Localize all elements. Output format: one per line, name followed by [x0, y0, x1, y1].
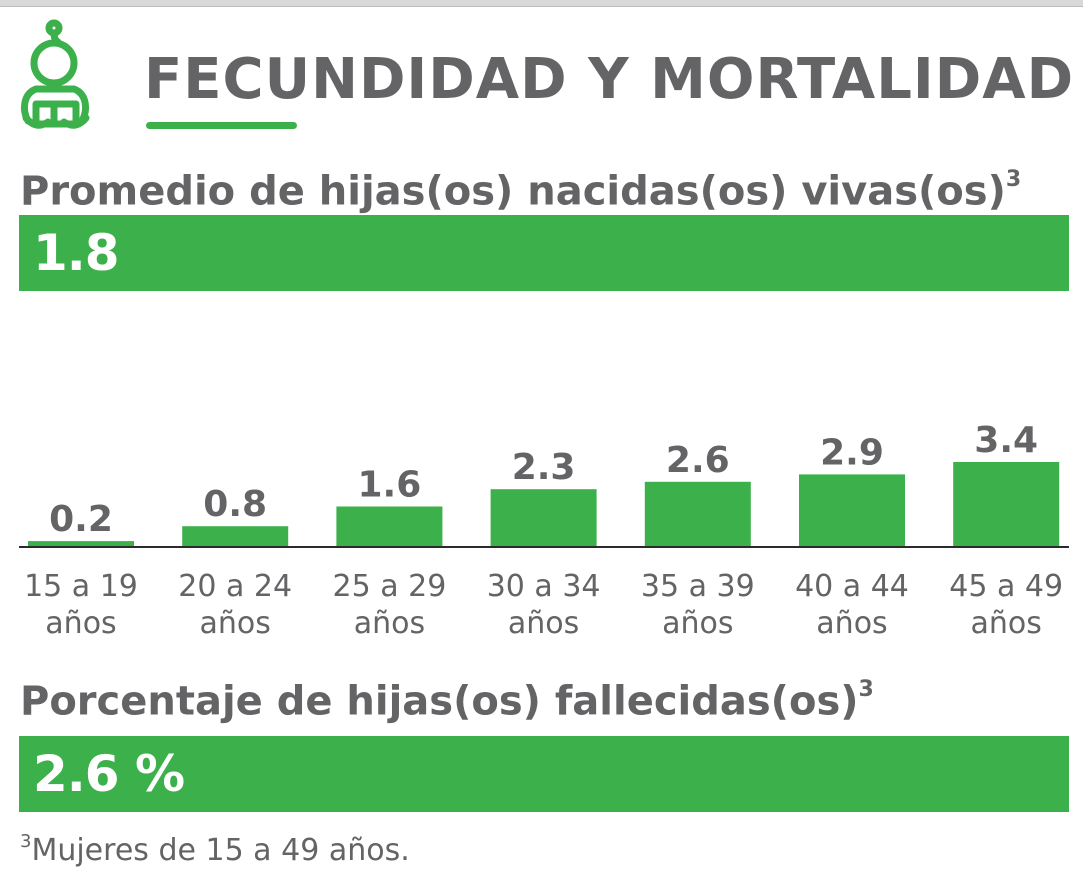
section-title-births: Promedio de hijas(os) nacidas(os) vivas(…: [20, 158, 1021, 217]
footnote-text: Mujeres de 15 a 49 años.: [31, 833, 410, 868]
category-label-3-line-1: años: [508, 606, 579, 641]
deceased-percentage-value: 2.6 %: [33, 745, 185, 803]
category-label-4-line-1: años: [662, 606, 733, 641]
category-label-5-line-1: años: [816, 606, 887, 641]
footnote: 3Mujeres de 15 a 49 años.: [20, 824, 410, 871]
section-title-deceased-text: Porcentaje de hijas(os) fallecidas(os): [20, 678, 859, 725]
top-border: [0, 0, 1083, 7]
bar-value-label-0: 0.2: [49, 499, 113, 540]
bar-value-label-3: 2.3: [512, 447, 576, 488]
bar-6: [953, 462, 1060, 546]
category-label-0-line-0: 15 a 19: [24, 569, 138, 604]
bar-3: [490, 489, 597, 546]
title-underline: [146, 122, 297, 129]
category-label-5-line-0: 40 a 44: [795, 569, 909, 604]
bar-5: [799, 474, 905, 546]
category-label-3-line-0: 30 a 34: [487, 569, 601, 604]
births-average-bar: 1.8: [19, 215, 1069, 291]
bar-1: [182, 526, 289, 546]
page-title: FECUNDIDAD Y MORTALIDAD: [144, 47, 1075, 112]
bar-value-label-6: 3.4: [974, 420, 1038, 461]
births-average-value: 1.8: [33, 224, 120, 282]
category-label-2-line-1: años: [354, 606, 425, 641]
footnote-marker: 3: [20, 831, 32, 852]
category-label-0-line-1: años: [45, 606, 116, 641]
category-label-6-line-0: 45 a 49: [949, 569, 1063, 604]
bar-4: [644, 481, 751, 546]
bar-value-label-5: 2.9: [820, 432, 884, 473]
bar-0: [28, 541, 134, 546]
deceased-percentage-bar: 2.6 %: [19, 736, 1069, 812]
bar-2: [336, 506, 443, 546]
category-label-6-line-1: años: [971, 606, 1042, 641]
footnote-marker: 3: [1005, 167, 1022, 192]
category-label-4-line-0: 35 a 39: [641, 569, 755, 604]
category-label-1-line-1: años: [200, 606, 271, 641]
category-label-2-line-0: 25 a 29: [332, 569, 446, 604]
footnote-marker: 3: [858, 677, 874, 702]
category-label-1-line-0: 20 a 24: [178, 569, 292, 604]
baby-icon: [20, 19, 90, 129]
bar-value-label-1: 0.8: [203, 484, 267, 525]
bar-value-label-4: 2.6: [666, 440, 730, 481]
bar-value-label-2: 1.6: [358, 465, 422, 506]
section-title-deceased: Porcentaje de hijas(os) fallecidas(os)3: [20, 668, 874, 727]
section-title-births-text: Promedio de hijas(os) nacidas(os) vivas(…: [20, 168, 1006, 215]
